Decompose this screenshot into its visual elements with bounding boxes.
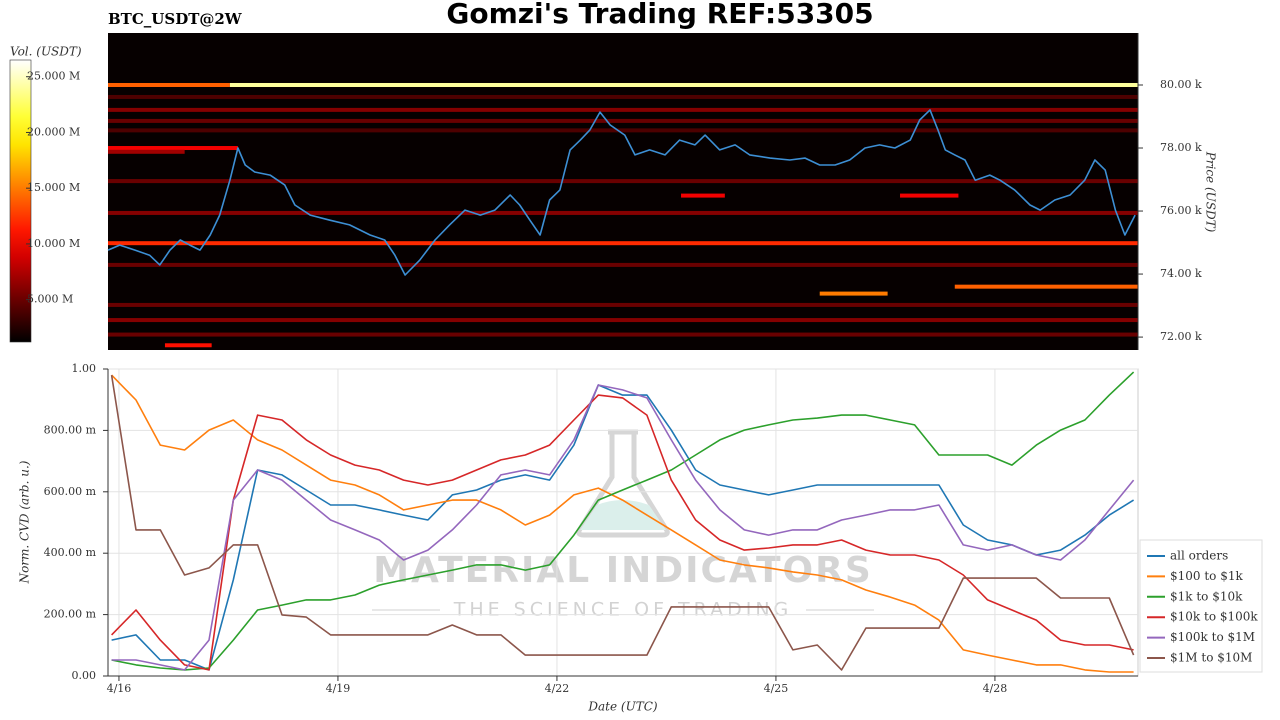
colorbar-tick-label: 10.000 M — [27, 237, 80, 250]
legend-label: $100 to $1k — [1170, 569, 1243, 583]
x-tick-label: 4/22 — [545, 682, 570, 695]
heatmap-level — [229, 82, 1139, 87]
legend-label: all orders — [1170, 549, 1228, 563]
y-tick-label: 72.00 k — [1160, 330, 1202, 343]
heatmap-level — [108, 94, 1138, 99]
heatmap-level — [108, 332, 1138, 337]
heatmap-level — [108, 149, 185, 154]
heatmap-level — [108, 107, 1138, 112]
y-tick-label: 80.00 k — [1160, 78, 1202, 91]
y-tick-label: 200.00 m — [44, 608, 97, 621]
colorbar-label: Vol. (USDT) — [10, 45, 82, 59]
y-tick-label: 78.00 k — [1160, 141, 1202, 154]
watermark-tagline: THE SCIENCE OF TRADING — [453, 599, 793, 621]
data-line — [111, 374, 1134, 673]
heatmap-level — [108, 82, 230, 87]
data-line — [111, 384, 1135, 671]
legend — [1139, 539, 1263, 673]
heatmap-level — [108, 302, 1138, 307]
chart-subtitle: BTC_USDT@2W — [108, 10, 243, 28]
data-line — [110, 374, 1135, 671]
heatmap-level — [681, 193, 725, 198]
colorbar-tick-label: 25.000 M — [27, 70, 80, 83]
watermark — [372, 429, 874, 611]
x-tick-label: 4/19 — [326, 682, 351, 695]
colorbar-tick-label: 15.000 M — [27, 181, 80, 194]
heatmap-background — [108, 33, 1138, 350]
data-line — [111, 384, 1135, 671]
legend-label: $100k to $1M — [1170, 630, 1255, 644]
y-tick-label: 400.00 m — [44, 546, 97, 559]
y-tick-label: 600.00 m — [44, 485, 97, 498]
watermark-liquid — [580, 500, 666, 530]
legend-label: $1k to $10k — [1170, 589, 1243, 603]
data-line — [111, 394, 1134, 671]
watermark-flask — [576, 429, 670, 538]
heatmap-level — [819, 291, 888, 296]
y-tick-label: 0.00 — [72, 669, 97, 682]
data-line — [111, 371, 1135, 671]
heatmap-level — [108, 118, 1138, 123]
y-tick-label: 800.00 m — [44, 423, 97, 436]
heatmap-level — [900, 193, 959, 198]
legend-label: $1M to $10M — [1170, 651, 1252, 665]
heatmap-level — [108, 210, 1138, 215]
data-line — [107, 109, 1136, 276]
heatmap-level — [108, 128, 1138, 133]
heatmap-level — [164, 343, 212, 348]
colorbar-tick-label: 5.000 M — [27, 293, 73, 306]
y-axis-label: Norm. CVD (arb. u.) — [18, 460, 32, 584]
y-axis-label: Price (USDT) — [1204, 151, 1218, 233]
x-tick-label: 4/25 — [764, 682, 789, 695]
y-tick-label: 76.00 k — [1160, 204, 1202, 217]
y-tick-label: 74.00 k — [1160, 267, 1202, 280]
heatmap-level — [108, 262, 1138, 267]
heatmap-level — [108, 146, 238, 151]
y-tick-label: 1.00 — [72, 362, 97, 375]
legend-label: $10k to $100k — [1170, 610, 1258, 624]
x-axis-label: Date (UTC) — [587, 700, 657, 714]
colorbar-tick-label: 20.000 M — [27, 125, 80, 138]
heatmap-level — [108, 179, 1138, 184]
x-tick-label: 4/28 — [983, 682, 1008, 695]
colorbar — [9, 59, 32, 343]
heatmap-level — [108, 318, 1138, 323]
heatmap-level — [108, 241, 1138, 246]
x-tick-label: 4/16 — [107, 682, 132, 695]
heatmap-level — [954, 284, 1138, 289]
chart-title: Gomzi's Trading REF:53305 — [446, 0, 873, 30]
